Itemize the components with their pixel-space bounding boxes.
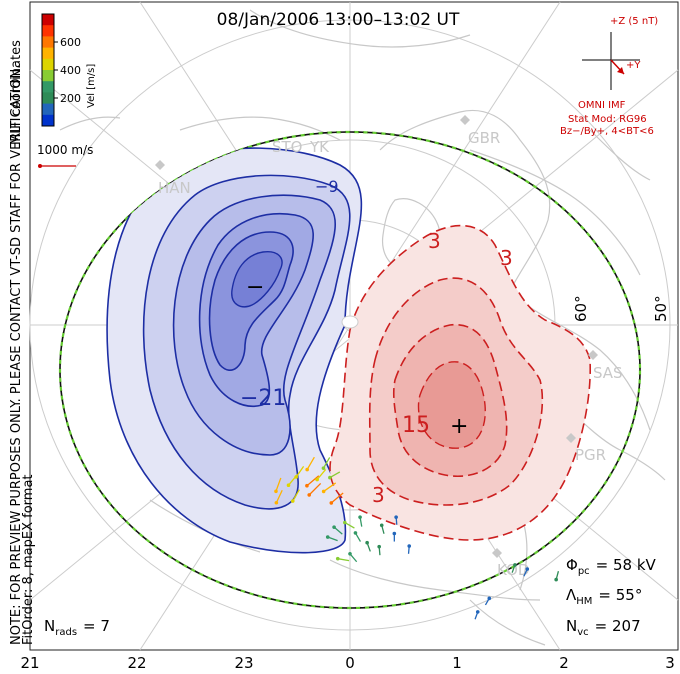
velocity-vector xyxy=(394,515,398,525)
mlt-tick-1: 1 xyxy=(452,654,462,672)
velocity-vector xyxy=(523,567,530,577)
colorbar-tick-200: 200 xyxy=(60,92,81,105)
mlt-tick-22: 22 xyxy=(127,654,146,672)
velocity-vector xyxy=(511,563,517,573)
station-gbr: GBR xyxy=(468,129,500,147)
colorbar-cell xyxy=(42,114,54,127)
velocity-vector xyxy=(392,531,397,542)
velocity-vector xyxy=(294,466,305,479)
velocity-vector xyxy=(315,469,327,482)
velocity-vector xyxy=(329,492,344,505)
velocity-vector xyxy=(348,552,358,563)
lat-label-50: 50° xyxy=(652,295,670,322)
contour-label-pos-3b: 3 xyxy=(500,246,513,270)
imf-panel: +Z (5 nT) +Y OMNI IMF Stat Mod: RG96 Bz−… xyxy=(560,16,658,137)
velocity-vector xyxy=(321,457,331,470)
stat-lambda-hm: ΛHM = 55° xyxy=(566,586,642,607)
vector-scale-label: 1000 m/s xyxy=(37,143,93,157)
fit-order-note: FitOrder: 8, mapEX format xyxy=(21,474,36,645)
velocity-vector xyxy=(379,523,385,534)
hm-boundary-black xyxy=(59,131,641,609)
contour-label-pos-3a: 3 xyxy=(428,229,441,253)
velocity-vector xyxy=(305,456,315,472)
stat-n-rads: Nrads = 7 xyxy=(44,617,110,638)
contour-label-pos-3c: 3 xyxy=(372,483,385,507)
station-pgr: PGR xyxy=(575,446,606,464)
mlt-tick-3: 3 xyxy=(665,654,675,672)
velocity-vector xyxy=(328,471,341,480)
contour-labels: −9 −21 3 3 15 3 − + xyxy=(240,177,513,507)
velocity-vector xyxy=(305,475,320,488)
mlt-tick-0: 0 xyxy=(345,654,355,672)
velocity-vector xyxy=(474,610,480,620)
map-title: 08/Jan/2006 13:00–13:02 UT xyxy=(217,10,460,30)
velocity-vector xyxy=(332,525,343,535)
colorbar-cell xyxy=(42,103,54,116)
colorbar-cell xyxy=(42,47,54,60)
imf-scale-label: +Z (5 nT) xyxy=(610,16,658,27)
velocity-vector xyxy=(343,520,355,529)
colorbar-cell xyxy=(42,92,54,105)
station-markers xyxy=(155,115,598,558)
colorbar-cell xyxy=(42,58,54,71)
potential-min-marker: − xyxy=(246,275,264,300)
pole-marker xyxy=(341,315,359,329)
velocity-vector xyxy=(307,482,322,497)
contour-label-pos-15: 15 xyxy=(402,413,430,438)
velocity-vector xyxy=(365,540,371,552)
contour-label-neg-9: −9 xyxy=(315,177,339,196)
colorbar-cell xyxy=(42,14,54,26)
velocity-vector xyxy=(353,531,362,542)
velocity-vector xyxy=(358,515,363,527)
imf-model: Stat Mod: RG96 xyxy=(568,114,647,125)
mlt-tick-2: 2 xyxy=(559,654,569,672)
velocity-vector xyxy=(325,535,338,542)
colorbar-cell xyxy=(42,81,54,93)
station-sas: SAS xyxy=(593,364,623,382)
velocity-vector xyxy=(377,544,381,556)
velocity-vector xyxy=(274,489,283,505)
station-yk: YK xyxy=(309,138,330,156)
velocity-vector xyxy=(407,544,412,554)
colorbar-label: Vel [m/s] xyxy=(86,64,97,108)
velocity-vector xyxy=(554,570,560,582)
lat-label-60: 60° xyxy=(572,295,590,322)
preview-note: NOTE: FOR PREVIEW PURPOSES ONLY. PLEASE … xyxy=(9,65,24,645)
stat-phi-pc: Φpc = 58 kV xyxy=(566,556,657,577)
stat-n-vc: Nvc = 207 xyxy=(566,617,641,638)
station-labels: STO YK GBR HAN SAS PGR KOD xyxy=(158,129,623,579)
colorbar-tick-600: 600 xyxy=(60,36,81,49)
imf-condition: Bz−/By+, 4<BT<6 xyxy=(560,126,654,137)
map-statistics: Φpc = 58 kV ΛHM = 55° Nvc = 207 Nrads = 7 xyxy=(44,556,657,638)
velocity-vector xyxy=(484,596,492,606)
mlt-tick-21: 21 xyxy=(20,654,39,672)
velocity-vectors xyxy=(274,456,560,620)
mlt-tick-23: 23 xyxy=(234,654,253,672)
velocity-vector xyxy=(335,556,350,562)
positive-potential-cell xyxy=(329,224,592,541)
vector-scale-dot xyxy=(38,164,42,168)
velocity-vector xyxy=(290,489,300,503)
velocity-vector xyxy=(274,477,282,494)
velocity-vector xyxy=(321,482,337,494)
colorbar-cell xyxy=(42,25,54,37)
negative-potential-cell xyxy=(106,147,363,554)
colorbar-cell xyxy=(42,36,54,49)
mlt-coordinates-label: MLT coordinates xyxy=(9,40,24,145)
velocity-colorbar: 600 400 200 Vel [m/s] xyxy=(41,13,97,127)
colorbar-cell xyxy=(42,70,54,82)
colorbar-tick-400: 400 xyxy=(60,64,81,77)
imf-y-label: +Y xyxy=(626,60,641,71)
imf-source: OMNI IMF xyxy=(578,100,626,111)
potential-max-marker: + xyxy=(450,414,468,439)
contour-label-neg-21: −21 xyxy=(240,386,286,411)
station-sto: STO xyxy=(272,138,303,156)
station-han: HAN xyxy=(158,179,191,197)
mlt-axis: 21 22 23 0 1 2 3 xyxy=(20,654,674,672)
